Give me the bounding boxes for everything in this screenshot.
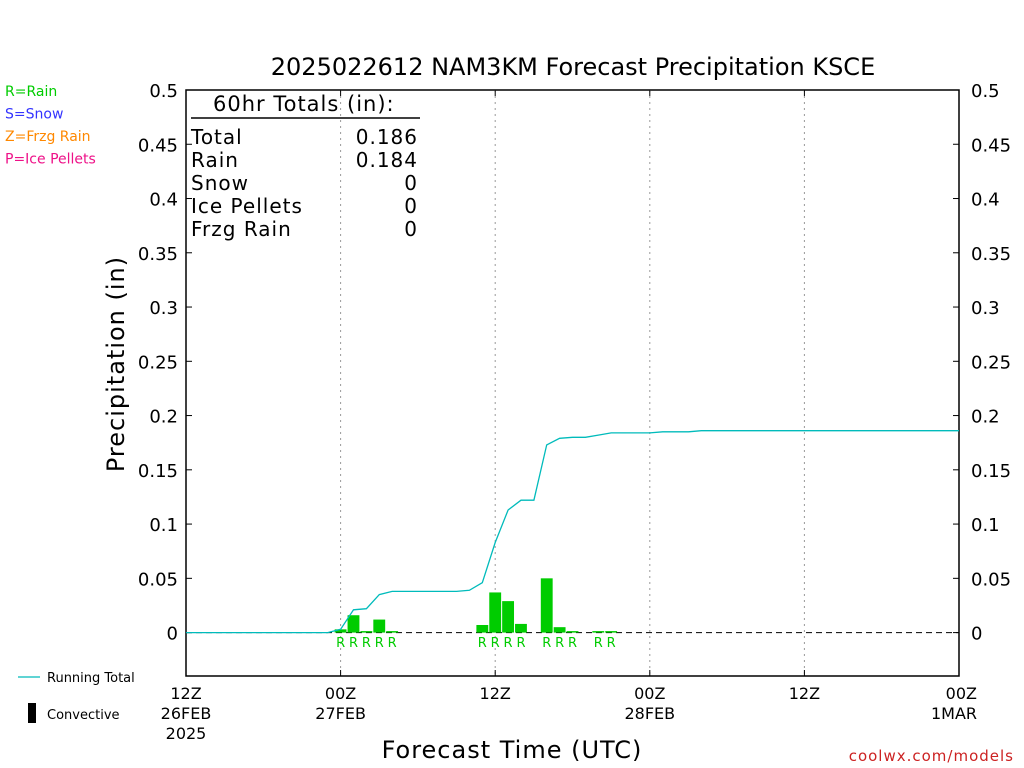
y-tick-label: 0 bbox=[971, 624, 982, 645]
x-tick-label: 12Z bbox=[480, 684, 511, 703]
y-tick-label: 0.4 bbox=[149, 190, 178, 211]
y-tick-label: 0.45 bbox=[138, 135, 178, 156]
grid-lines bbox=[340, 90, 805, 676]
x-tick-label: 27FEB bbox=[315, 704, 366, 723]
rain-bars bbox=[334, 578, 618, 633]
rain-bar bbox=[605, 631, 618, 633]
ptype-legend-item: S=Snow bbox=[5, 107, 63, 123]
ptype-label: R bbox=[362, 636, 371, 651]
ptype-label: R bbox=[555, 636, 564, 651]
y-axis-right: 0.5 0.45 0.4 0.35 0.3 0.25 0.2 0.15 0.1 0.05 0 bbox=[953, 81, 1011, 645]
ptype-label: R bbox=[478, 636, 487, 651]
ptype-legend: R=Rain S=Snow Z=Frzg Rain P=Ice Pellets bbox=[5, 84, 96, 168]
chart-title: 2025022612 NAM3KM Forecast Precipitation… bbox=[271, 53, 875, 81]
totals-row-value: 0 bbox=[404, 217, 418, 241]
rain-bar bbox=[540, 578, 553, 633]
x-tick-label: 00Z bbox=[946, 684, 977, 703]
totals-row-label: Frzg Rain bbox=[191, 217, 292, 241]
y-axis-left: 0.5 0.45 0.4 0.35 0.3 0.25 0.2 0.15 0.1 0.05 0 bbox=[138, 81, 192, 645]
x-tick-label: 2025 bbox=[166, 724, 207, 743]
ptype-label: R bbox=[375, 636, 384, 651]
totals-row-value: 0 bbox=[404, 194, 418, 218]
y-tick-label: 0.25 bbox=[138, 352, 178, 373]
x-tick-label: 28FEB bbox=[624, 704, 675, 723]
totals-row-value: 0.184 bbox=[356, 148, 418, 172]
y-axis-label: Precipitation (in) bbox=[102, 256, 130, 472]
running-total-line bbox=[186, 430, 959, 634]
rain-bar bbox=[347, 615, 360, 633]
ptype-label: R bbox=[516, 636, 525, 651]
watermark: coolwx.com/models bbox=[849, 747, 1014, 765]
ptype-label: R bbox=[504, 636, 513, 651]
y-tick-label: 0.25 bbox=[971, 352, 1011, 373]
convective-legend-label: Convective bbox=[47, 708, 120, 723]
ptype-label: R bbox=[607, 636, 616, 651]
y-tick-label: 0.45 bbox=[971, 135, 1011, 156]
rain-bar bbox=[515, 623, 527, 633]
rain-bar bbox=[502, 601, 515, 633]
y-tick-label: 0.3 bbox=[971, 298, 1000, 319]
y-tick-label: 0.2 bbox=[149, 407, 178, 428]
ptype-legend-item: Z=Frzg Rain bbox=[5, 129, 91, 145]
convective-legend-swatch bbox=[28, 703, 36, 723]
y-tick-label: 0.15 bbox=[138, 461, 178, 482]
y-tick-label: 0.15 bbox=[971, 461, 1011, 482]
y-tick-label: 0.35 bbox=[138, 244, 178, 265]
y-tick-label: 0.2 bbox=[971, 407, 1000, 428]
ptype-legend-item: P=Ice Pellets bbox=[5, 152, 96, 168]
totals-row-label: Rain bbox=[191, 148, 239, 172]
rain-bar bbox=[360, 631, 373, 633]
running-total-legend-label: Running Total bbox=[47, 671, 135, 686]
y-tick-label: 0.05 bbox=[138, 569, 178, 590]
rain-bar bbox=[553, 627, 566, 633]
totals-row-label: Ice Pellets bbox=[191, 194, 303, 218]
x-tick-label: 26FEB bbox=[161, 704, 212, 723]
plot-frame bbox=[185, 89, 960, 677]
rain-bar bbox=[592, 631, 605, 633]
y-tick-label: 0.5 bbox=[149, 81, 178, 102]
ptype-label: R bbox=[491, 636, 500, 651]
rain-bar bbox=[489, 592, 502, 633]
y-tick-label: 0.35 bbox=[971, 244, 1011, 265]
rain-bar bbox=[566, 631, 579, 633]
ptype-label: R bbox=[542, 636, 551, 651]
ptype-label: R bbox=[568, 636, 577, 651]
ptype-legend-item: R=Rain bbox=[5, 84, 57, 100]
x-tick-label: 1MAR bbox=[931, 704, 977, 723]
ptype-label: R bbox=[388, 636, 397, 651]
x-tick-label: 00Z bbox=[325, 684, 356, 703]
ptype-label: R bbox=[594, 636, 603, 651]
totals-row-label: Snow bbox=[191, 171, 249, 195]
y-tick-label: 0.4 bbox=[971, 190, 1000, 211]
y-tick-label: 0 bbox=[167, 624, 178, 645]
rain-bar bbox=[334, 629, 347, 633]
rain-bar bbox=[373, 619, 386, 633]
x-tick-label: 00Z bbox=[634, 684, 665, 703]
ptype-label: R bbox=[349, 636, 358, 651]
totals-box: 60hr Totals (in): Total 0.186 Rain 0.184 Sno… bbox=[190, 92, 420, 241]
rain-bar bbox=[386, 631, 399, 633]
rain-bar bbox=[476, 624, 489, 633]
totals-row-value: 0.186 bbox=[356, 125, 418, 149]
y-tick-label: 0.05 bbox=[971, 569, 1011, 590]
x-tick-label: 12Z bbox=[170, 684, 201, 703]
totals-header: 60hr Totals (in): bbox=[213, 92, 395, 116]
x-axis-label: Forecast Time (UTC) bbox=[382, 736, 643, 764]
y-tick-label: 0.1 bbox=[971, 515, 1000, 536]
totals-row-label: Total bbox=[190, 125, 243, 149]
totals-row-value: 0 bbox=[404, 171, 418, 195]
y-tick-label: 0.1 bbox=[149, 515, 178, 536]
x-tick-label: 12Z bbox=[789, 684, 820, 703]
y-tick-label: 0.5 bbox=[971, 81, 1000, 102]
y-tick-label: 0.3 bbox=[149, 298, 178, 319]
ptype-label: R bbox=[336, 636, 345, 651]
